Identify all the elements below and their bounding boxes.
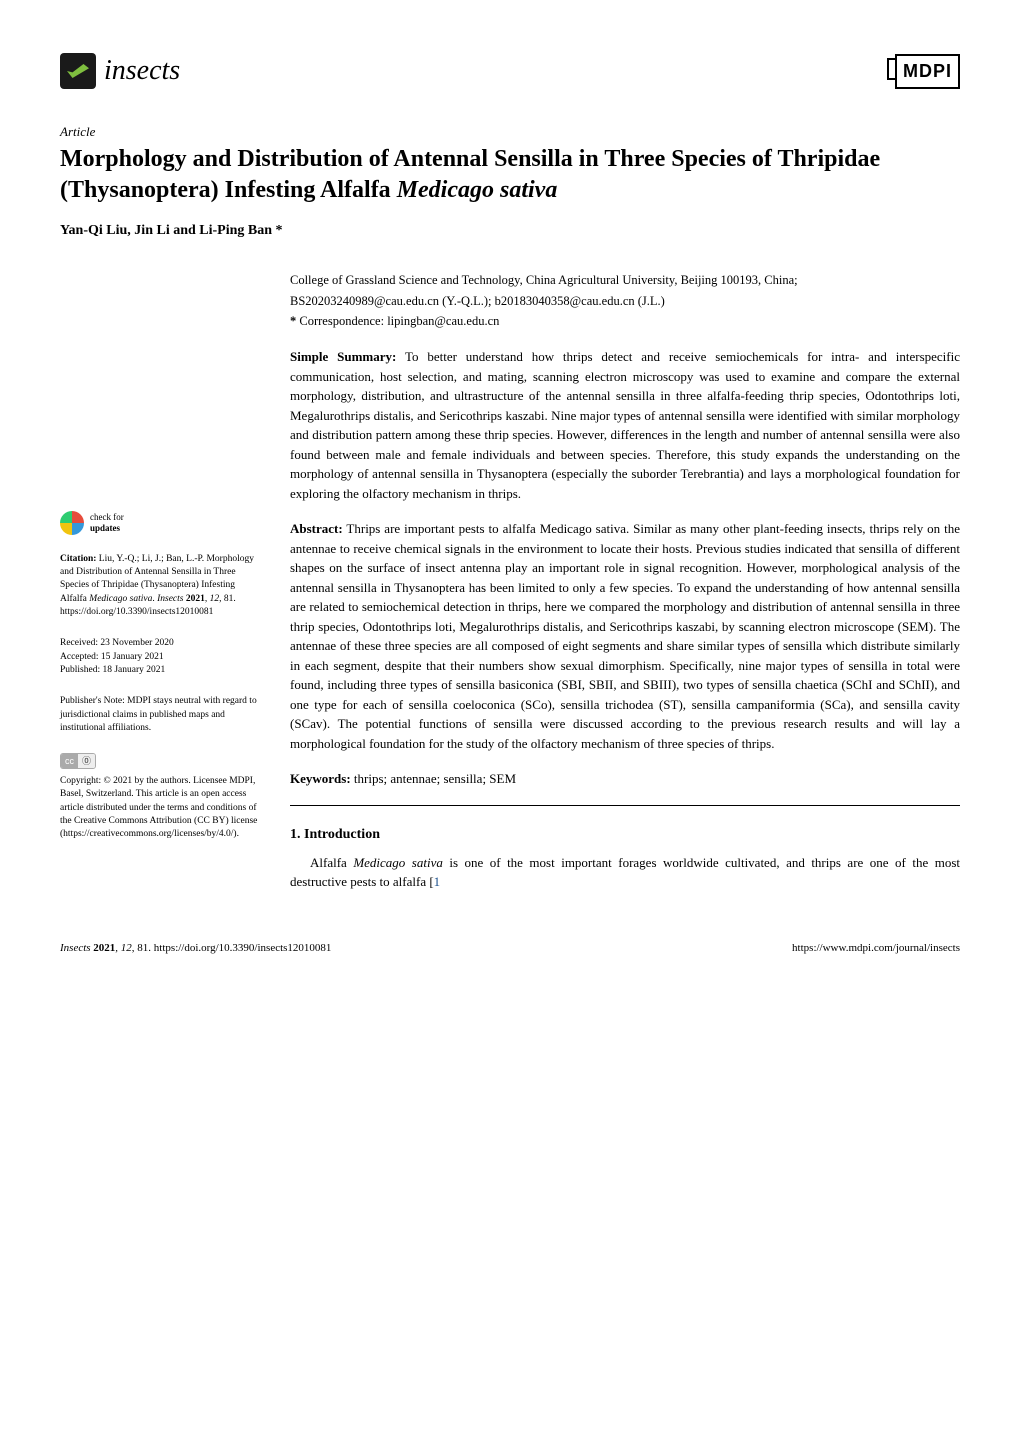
footer-left: Insects 2021, 12, 81. https://doi.org/10… bbox=[60, 940, 331, 957]
pubnote-label: Publisher's Note: bbox=[60, 696, 125, 706]
citation-latin: Medicago sativa bbox=[89, 594, 152, 604]
date-published: Published: 18 January 2021 bbox=[60, 664, 260, 677]
ref-link[interactable]: 1 bbox=[434, 874, 441, 889]
updates-line1: check for bbox=[90, 512, 124, 522]
cc-by-icon: ⓪ bbox=[78, 754, 95, 768]
insects-logo-icon bbox=[60, 53, 96, 89]
abstract-label: Abstract: bbox=[290, 521, 343, 536]
simple-summary-text: To better understand how thrips detect a… bbox=[290, 349, 960, 501]
footer: Insects 2021, 12, 81. https://doi.org/10… bbox=[60, 932, 960, 957]
citation-vol: 12 bbox=[210, 594, 220, 604]
abstract-block: Abstract: Thrips are important pests to … bbox=[290, 519, 960, 753]
section-divider bbox=[290, 805, 960, 806]
keywords-text: thrips; antennae; sensilla; SEM bbox=[351, 771, 516, 786]
affiliation-line2: BS20203240989@cau.edu.cn (Y.-Q.L.); b201… bbox=[290, 292, 960, 311]
cc-icon: cc bbox=[61, 754, 78, 768]
check-updates-text: check for updates bbox=[90, 512, 124, 534]
intro-paragraph: Alfalfa Medicago sativa is one of the mo… bbox=[290, 853, 960, 892]
cc-badge: cc ⓪ bbox=[60, 753, 96, 769]
simple-summary-block: Simple Summary: To better understand how… bbox=[290, 347, 960, 503]
affiliation-line1: College of Grassland Science and Technol… bbox=[290, 271, 960, 290]
simple-summary-label: Simple Summary: bbox=[290, 349, 396, 364]
keywords-block: Keywords: thrips; antennae; sensilla; SE… bbox=[290, 769, 960, 789]
dates-block: Received: 23 November 2020 Accepted: 15 … bbox=[60, 637, 260, 677]
authors: Yan-Qi Liu, Jin Li and Li-Ping Ban * bbox=[60, 220, 960, 241]
sidebar: check for updates Citation: Liu, Y.-Q.; … bbox=[60, 271, 260, 892]
citation-label: Citation: bbox=[60, 554, 96, 564]
footer-journal-link[interactable]: https://www.mdpi.com/journal/insects bbox=[792, 942, 960, 954]
check-updates-block[interactable]: check for updates bbox=[60, 511, 260, 535]
journal-name: insects bbox=[104, 50, 180, 92]
corr-text: Correspondence: lipingban@cau.edu.cn bbox=[299, 314, 499, 328]
article-type: Article bbox=[60, 122, 960, 142]
citation-year: 2021 bbox=[186, 594, 205, 604]
publisher-note-block: Publisher's Note: MDPI stays neutral wit… bbox=[60, 695, 260, 735]
footer-journal: Insects bbox=[60, 942, 91, 954]
main-column: College of Grassland Science and Technol… bbox=[290, 271, 960, 892]
check-updates-icon bbox=[60, 511, 84, 535]
copyright-block: Copyright: © 2021 by the authors. Licens… bbox=[60, 775, 260, 841]
article-title: Morphology and Distribution of Antennal … bbox=[60, 144, 960, 206]
updates-line2: updates bbox=[90, 523, 120, 533]
mdpi-logo: MDPI bbox=[895, 54, 960, 89]
footer-year: 2021 bbox=[91, 942, 116, 954]
journal-logo: insects bbox=[60, 50, 180, 92]
abstract-text: Thrips are important pests to alfalfa Me… bbox=[290, 521, 960, 751]
copyright-label: Copyright: bbox=[60, 776, 101, 786]
citation-block: Citation: Liu, Y.-Q.; Li, J.; Ban, L.-P.… bbox=[60, 553, 260, 619]
correspondence: * Correspondence: lipingban@cau.edu.cn bbox=[290, 312, 960, 331]
corr-star: * bbox=[290, 314, 296, 328]
header-row: insects MDPI bbox=[60, 50, 960, 92]
intro-heading: 1. Introduction bbox=[290, 824, 960, 845]
citation-journal: Insects bbox=[157, 594, 183, 604]
license-block: cc ⓪ Copyright: © 2021 by the authors. L… bbox=[60, 753, 260, 841]
keywords-label: Keywords: bbox=[290, 771, 351, 786]
date-received: Received: 23 November 2020 bbox=[60, 637, 260, 650]
footer-rest: , 81. https://doi.org/10.3390/insects120… bbox=[132, 942, 332, 954]
footer-right[interactable]: https://www.mdpi.com/journal/insects bbox=[792, 940, 960, 957]
title-latin: Medicago sativa bbox=[397, 177, 558, 203]
footer-vol: , 12 bbox=[115, 942, 132, 954]
date-accepted: Accepted: 15 January 2021 bbox=[60, 651, 260, 664]
